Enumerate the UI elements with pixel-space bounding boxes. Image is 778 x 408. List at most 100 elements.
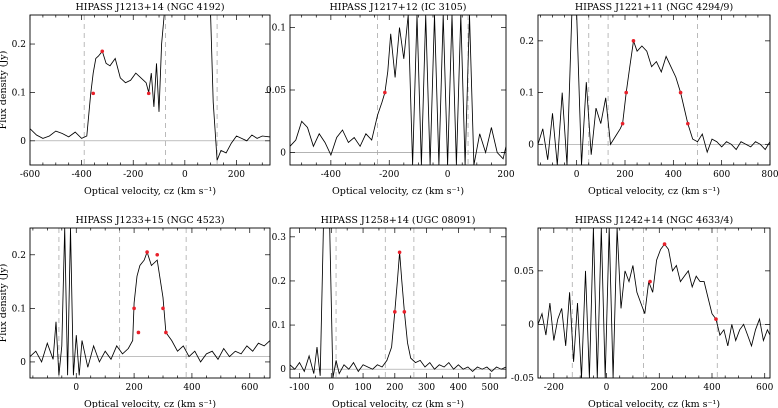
panel-2: -400 -200 0 200 0 0.05 0.1 HIPASS J1217+12 (IC … [266,2,515,197]
highlight-point [146,91,151,96]
x-tick-label: 300 [418,383,435,393]
x-tick-label: 400 [665,170,682,180]
x-tick-label: 200 [228,170,245,180]
x-tick-label: 400 [703,383,720,393]
highlight-point [164,330,168,335]
highlight-point [402,310,407,314]
spectrum-line [30,228,270,376]
panel-4: 0 200 400 600 0 0.1 0.2 HIPASS J1233+15 (NGC 45… [0,215,271,408]
x-axis-label: Optical velocity, cz (km s⁻¹) [332,399,464,408]
panel-title: HIPASS J1217+12 (IC 3105) [330,2,467,13]
y-tick-label: 0 [280,149,286,159]
x-tick-label: 500 [482,383,499,393]
y-tick-label: 0.3 [272,233,287,243]
x-tick-label: -400 [321,170,341,180]
y-axis-label: Flux density (Jy) [0,51,9,130]
x-tick-label: 600 [713,170,730,180]
y-tick-label: 0.2 [12,251,26,261]
x-axis-label: Optical velocity, cz (km s⁻¹) [332,186,464,197]
x-tick-label: 800 [761,170,778,180]
highlight-point [393,310,397,314]
highlight-point [624,90,629,95]
panel-title: HIPASS J1258+14 (UGC 08091) [321,215,476,226]
highlight-point [155,252,160,257]
y-tick-label: 0 [20,358,26,368]
panel-title: HIPASS J1233+15 (NGC 4523) [75,215,224,226]
x-tick-label: 0 [445,170,451,180]
x-tick-label: 200 [126,383,143,393]
y-tick-label: 0.2 [520,37,534,47]
y-tick-label: 0.1 [12,88,26,98]
x-tick-label: 100 [354,383,371,393]
x-tick-label: 200 [651,383,668,393]
plot-frame [29,227,271,379]
y-tick-label: 0.1 [272,24,286,34]
x-tick-label: 200 [616,170,633,180]
plot-frame [537,14,771,166]
highlight-point [620,121,625,126]
plot-frame [29,14,271,166]
y-axis-label: Flux density (Jy) [0,264,9,343]
x-tick-label: 200 [386,383,403,393]
spectrum-line [30,15,270,161]
x-tick-label: -600 [20,170,40,180]
highlight-point [383,90,387,95]
y-tick-label: 0 [528,140,534,150]
x-axis-label: Optical velocity, cz (km s⁻¹) [84,186,216,197]
panel-6: -200 0 200 400 600 -0.05 0 0.05 HIPASS J1242+14 … [511,215,774,408]
spectrum-line [538,15,770,165]
x-tick-label: 400 [183,383,200,393]
highlight-point [662,242,667,246]
highlight-point [132,306,136,311]
y-tick-label: 0 [280,365,286,375]
highlight-point [136,330,141,335]
highlight-point [686,121,690,126]
highlight-point [631,39,636,43]
panel-title: HIPASS J1242+14 (NGC 4633/4) [575,215,733,226]
highlight-point [91,91,96,96]
x-tick-label: 400 [450,383,467,393]
highlight-point [161,306,165,311]
x-tick-label: -200 [123,170,143,180]
panel-title: HIPASS J1213+14 (NGC 4192) [75,2,224,13]
x-tick-label: -200 [544,383,564,393]
y-tick-label: 0.2 [12,40,26,50]
x-tick-label: 0 [182,170,188,180]
x-tick-label: -400 [71,170,91,180]
highlight-point [100,49,105,54]
x-tick-label: 0 [73,383,79,393]
plot-frame [289,227,507,379]
highlight-point [714,317,718,321]
panel-3: 0 200 400 600 800 0 0.1 0.2 HIPASS J1221+11 (NGC… [520,2,778,197]
highlight-point [145,250,149,254]
x-tick-label: 200 [497,170,514,180]
x-tick-label: 0 [604,383,610,393]
x-tick-label: 0 [328,383,334,393]
y-tick-label: -0.05 [511,374,534,384]
x-axis-label: Optical velocity, cz (km s⁻¹) [588,186,720,197]
panel-1: -600 -400 -200 0 200 0 0.1 0.2 HIPASS J1213+14 (… [0,2,271,197]
y-tick-label: 0 [20,137,26,147]
y-tick-label: 0 [528,320,534,330]
plot-frame [537,227,771,379]
spectrum-line [290,15,506,165]
highlight-point [397,250,402,255]
spectrum-line [538,228,770,378]
x-axis-label: Optical velocity, cz (km s⁻¹) [84,399,216,408]
x-tick-label: -200 [379,170,399,180]
x-tick-label: 0 [574,170,580,180]
panel-title: HIPASS J1221+11 (NGC 4294/9) [575,2,733,13]
x-axis-label: Optical velocity, cz (km s⁻¹) [588,399,720,408]
y-tick-label: 0.05 [514,267,534,277]
spectrum-line [290,228,506,378]
y-tick-label: 0.05 [266,86,286,96]
y-tick-label: 0.2 [272,277,286,287]
highlight-point [678,90,683,95]
x-tick-label: 600 [241,383,258,393]
x-tick-label: 600 [756,383,773,393]
highlight-point [648,279,652,284]
y-tick-label: 0.1 [520,89,534,99]
y-tick-label: 0.1 [272,321,286,331]
